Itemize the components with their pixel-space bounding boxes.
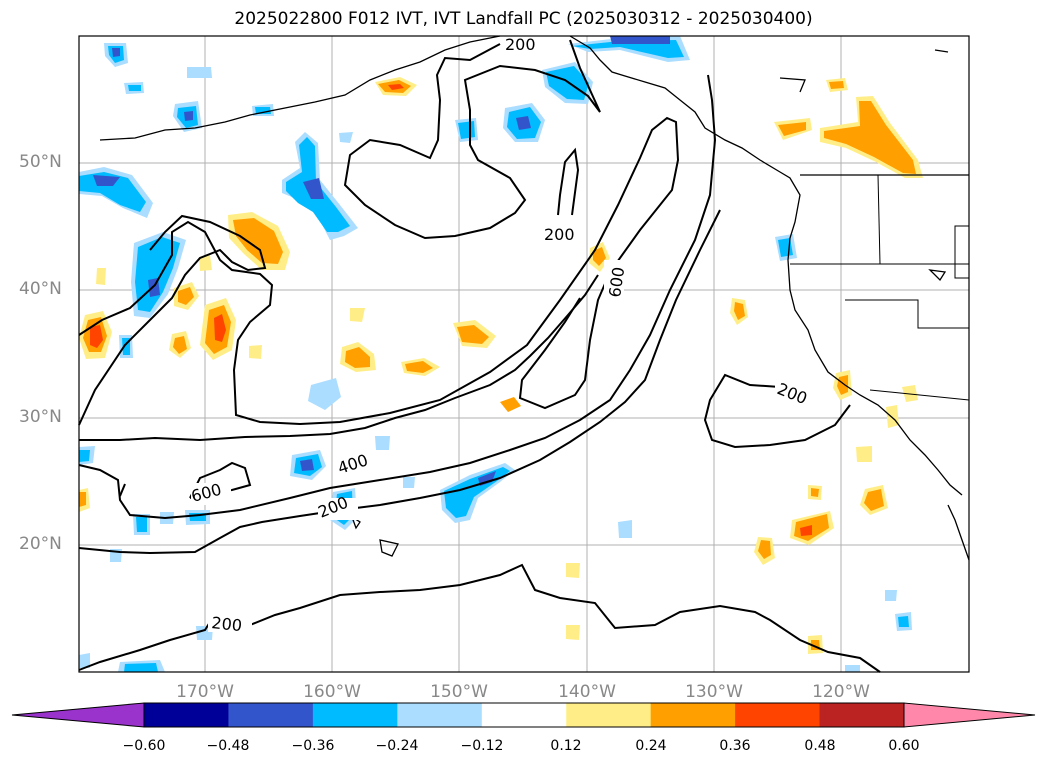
colorbar-segment (144, 703, 229, 727)
colorbar-outline-right (903, 702, 1036, 728)
lon-label: 160°W (303, 682, 361, 702)
colorbar-segment (312, 703, 398, 727)
colorbar-tick: −0.48 (206, 738, 250, 754)
colorbar-tick: −0.60 (122, 738, 166, 754)
contour-label: 200 (211, 613, 243, 635)
colorbar-segment (481, 703, 567, 727)
lon-label: 120°W (812, 682, 870, 702)
colorbar-segment (566, 703, 652, 727)
colorbar-tick: 0.24 (635, 738, 667, 754)
map-frame (78, 35, 970, 673)
positive-anomaly-patches (79, 77, 923, 654)
map-title: 2025022800 F012 IVT, IVT Landfall PC (20… (234, 9, 813, 29)
lat-label: 20°N (19, 534, 62, 554)
lon-label: 150°W (430, 682, 488, 702)
lon-label: 170°W (176, 682, 234, 702)
contour-label: 200 (544, 225, 575, 244)
coastlines (99, 35, 970, 561)
colorbar-extend-high (904, 703, 1035, 727)
ivt-contours (78, 39, 881, 673)
colorbar-tick: −0.24 (375, 738, 419, 754)
colorbar-tick: 0.48 (804, 738, 836, 754)
contour-label: 600 (605, 266, 628, 299)
colorbar-tick: 0.36 (719, 738, 751, 754)
colorbar-segment (397, 703, 483, 727)
colorbar-segment (819, 703, 905, 727)
colorbar-tick: 0.12 (550, 738, 582, 754)
colorbar-extend-low (12, 703, 144, 727)
colorbar-tick: 0.60 (888, 738, 920, 754)
lon-label: 140°W (558, 682, 616, 702)
contour-label-group: 200 200 600 200 400 600 200 200 (189, 34, 815, 635)
lat-label: 40°N (19, 279, 62, 299)
lat-label: 50°N (19, 152, 62, 172)
negative-anomaly-patches (79, 36, 912, 672)
lon-label: 130°W (685, 682, 743, 702)
colorbar-segment (650, 703, 736, 727)
map-panel: 200 200 600 200 400 600 200 200 (78, 34, 970, 673)
colorbar-segment (735, 703, 821, 727)
contour-label: 200 (505, 35, 536, 54)
colorbar-tick: −0.12 (460, 738, 504, 754)
colorbar-segment (228, 703, 314, 727)
colorbar-tick: −0.36 (291, 738, 335, 754)
lat-label: 30°N (19, 407, 62, 427)
